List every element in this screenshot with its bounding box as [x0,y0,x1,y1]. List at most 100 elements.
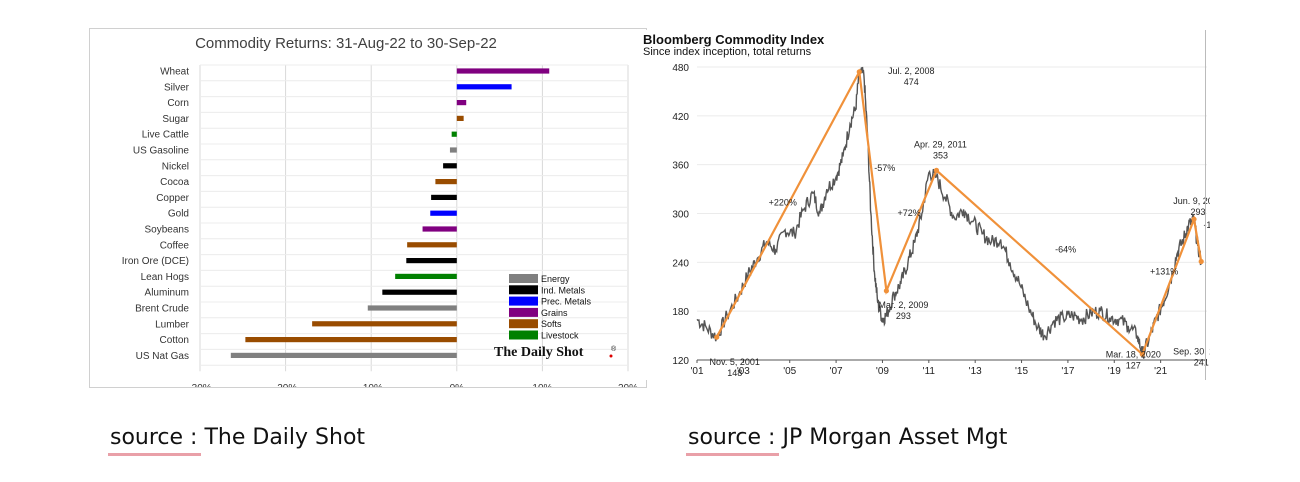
watermark-dot [609,354,613,358]
category-label: US Nat Gas [136,351,189,362]
category-label: Sugar [162,114,189,125]
bars [230,68,550,358]
legend-swatch [509,307,538,317]
bloomberg-commodity-index-chart: Bloomberg Commodity Index Since index in… [640,30,1230,380]
legend-swatch [509,274,538,283]
bar-gold [430,210,457,216]
bar-corn [456,100,467,106]
chart-title: Bloomberg Commodity Index [643,32,825,47]
chart-title: Commodity Returns: 31-Aug-22 to 30-Sep-2… [195,35,497,52]
x-tick-label: '21 [1154,366,1167,377]
bar-lumber [312,321,457,327]
legend-label: Livestock [541,331,579,341]
x-tick-label: '09 [876,366,889,377]
x-tick-label: 0% [450,383,465,387]
category-label: US Gasoline [133,146,190,157]
y-tick-label: 420 [672,112,689,123]
x-tick-label: 20% [618,383,638,387]
x-tick-label: '11 [923,366,936,377]
category-label: Nickel [162,161,189,172]
legend-label: Grains [541,308,568,318]
change-annotation: +72% [897,208,920,218]
change-annotation: +220% [769,197,797,207]
change-annotation: -57% [874,163,895,173]
left-source: source : The Daily Shot [107,425,365,456]
y-tick-label: 240 [672,258,689,269]
trend-point [856,69,862,75]
x-tick-label: '13 [969,366,982,377]
point-value-label: 293 [1191,207,1206,217]
bar-sugar [456,115,464,121]
commodity-returns-chart: Commodity Returns: 31-Aug-22 to 30-Sep-2… [89,28,647,394]
category-labels: Wheat Silver Corn Sugar Live Cattle US Gasoli… [122,67,190,362]
change-annotation: -64% [1055,245,1076,255]
source-key: source : [685,425,780,456]
category-label: Live Cattle [142,130,190,141]
change-annotation: +131% [1150,267,1178,277]
watermark-logo: The Daily Shot [494,345,584,360]
bar-cocoa [435,179,457,185]
bar-soybeans [422,226,457,232]
category-label: Aluminum [145,288,189,299]
bar-live-cattle [451,131,457,137]
category-label: Silver [164,82,190,93]
point-date-label: Mar. 2, 2009 [878,300,928,310]
bar-silver [456,84,512,90]
bar-cotton [245,337,457,343]
chart-subtitle: Since index inception, total returns [643,46,812,58]
category-label: Cotton [160,335,189,346]
x-tick-label: -20% [274,383,297,387]
bar-us-nat-gas [230,352,457,358]
legend-label: Softs [541,319,562,329]
x-tick-labels: -30% -20% -10% 0% 10% 20% [188,383,638,394]
category-label: Lumber [155,319,190,330]
legend-label: Ind. Metals [541,285,586,295]
source-key: source : [107,425,202,456]
watermark-registered-mark: ® [611,345,617,353]
category-label: Gold [168,209,189,220]
point-value-label: 353 [933,150,948,160]
index-series [696,66,1202,359]
category-label: Wheat [160,67,189,78]
trend-point [1198,258,1204,265]
point-date-label: Nov. 5, 2001 [710,357,760,367]
bar-coffee [407,242,457,248]
point-date-label: Apr. 29, 2011 [914,139,967,149]
category-label: Brent Crude [135,304,189,315]
category-label: Corn [167,98,189,109]
x-tick-label: -10% [360,383,383,387]
commodity-returns-svg: Commodity Returns: 31-Aug-22 to 30-Sep-2… [122,35,638,394]
index-line [696,66,1202,359]
x-tick-label: '17 [1061,366,1074,377]
category-label: Cocoa [160,177,189,188]
point-date-label: Sep. 30, 2022 [1173,347,1210,357]
y-tick-label: 480 [672,63,689,74]
legend-swatch [509,296,538,306]
y-tick-label: 360 [672,161,689,172]
grid [199,64,629,372]
x-tick-label: 10% [532,383,552,387]
legend-swatch [509,330,538,340]
x-tick-label: -30% [188,383,211,387]
trend-point [714,334,720,340]
right-source: source : JP Morgan Asset Mgt [685,425,1008,456]
category-label: Iron Ore (DCE) [122,256,189,267]
point-value-label: 474 [904,77,919,87]
legend-swatch [509,285,538,295]
bar-copper [431,194,457,200]
category-label: Coffee [160,240,190,251]
x-tick-label: '15 [1015,366,1028,377]
source-name: JP Morgan Asset Mgt [782,425,1008,450]
bar-iron-ore-dce- [406,258,457,264]
point-value-label: 148 [727,368,742,378]
legend-label: Energy [541,274,570,284]
y-tick-label: 300 [672,210,689,221]
point-value-label: 127 [1126,360,1141,370]
point-date-label: Mar. 18, 2020 [1106,349,1161,359]
legend-label: Prec. Metals [541,297,592,307]
panel-divider [1205,30,1206,380]
point-value-label: 293 [896,311,911,321]
commodity-index-svg: Bloomberg Commodity Index Since index in… [643,32,1230,378]
